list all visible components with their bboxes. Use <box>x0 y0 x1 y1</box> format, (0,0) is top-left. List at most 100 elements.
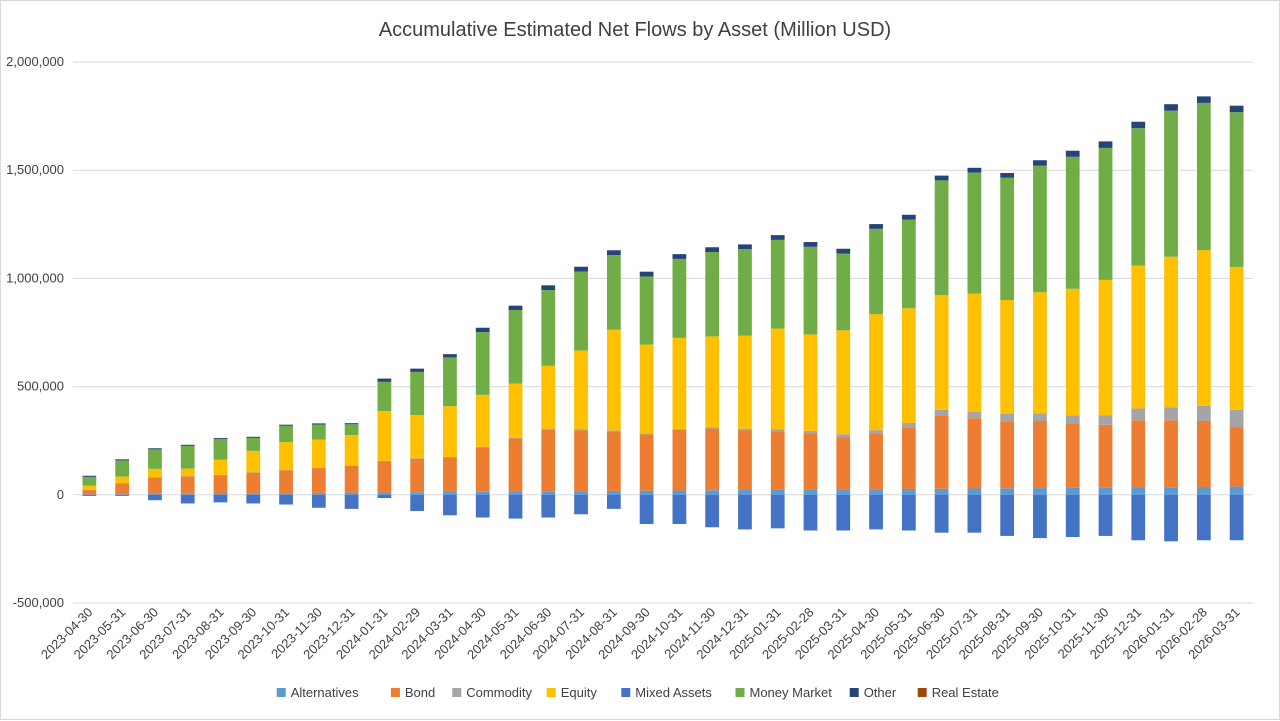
bar-segment-equity <box>639 344 654 434</box>
bar-segment-bond <box>213 475 228 494</box>
bar-segment-money-market <box>901 219 916 309</box>
y-tick-label: 2,000,000 <box>6 54 64 69</box>
legend-label: Bond <box>405 685 435 700</box>
bar-segment-money-market <box>311 424 326 440</box>
bar-segment-alternatives <box>279 493 293 495</box>
bar-segment-mixed-assets <box>541 494 556 518</box>
gridlines <box>73 61 1253 604</box>
bar-segment-other <box>180 444 195 446</box>
bar-segment-equity <box>869 314 883 431</box>
bar-segment-money-market <box>1033 165 1047 293</box>
bar-segment-other <box>377 378 392 382</box>
bar-segment-other <box>541 285 556 291</box>
bar-segment-commodity <box>1196 405 1211 422</box>
bar-segment-alternatives <box>672 490 687 495</box>
bar-segment-alternatives <box>1033 488 1047 495</box>
legend-swatch <box>621 688 631 697</box>
bar-segment-commodity <box>1033 413 1047 421</box>
legend-swatch <box>917 688 927 697</box>
bar-segment-money-market <box>1164 110 1178 257</box>
bar-segment-other <box>246 436 261 438</box>
bar-segment-equity <box>574 350 588 430</box>
bar-segment-equity <box>279 442 293 471</box>
bar-segment-money-market <box>82 476 97 486</box>
bar-segment-alternatives <box>213 493 228 495</box>
bar-segment-bond <box>246 472 261 494</box>
bar-segment-other <box>1098 141 1113 148</box>
bar-segment-bond <box>1229 427 1244 487</box>
bar-segment-commodity <box>1065 415 1080 425</box>
legend-swatch <box>735 688 745 697</box>
bar-segment-equity <box>672 337 687 429</box>
bar-segment-commodity <box>377 460 392 462</box>
bar-segment-mixed-assets <box>1131 494 1146 541</box>
bar-segment-bond <box>606 431 621 491</box>
bar-segment-alternatives <box>377 492 392 495</box>
bar-segment-alternatives <box>836 489 851 495</box>
y-tick-label: 0 <box>57 487 64 502</box>
bar-segment-money-market <box>246 437 261 451</box>
bar-segment-alternatives <box>1000 488 1015 495</box>
bar-segment-other <box>705 247 720 252</box>
bar-segment-other <box>213 438 228 440</box>
legend-label: Alternatives <box>291 685 359 700</box>
bar-segment-bond <box>803 433 818 490</box>
bar-segment-bond <box>869 433 883 490</box>
bar-segment-alternatives <box>410 492 425 495</box>
bar-segment-other <box>1196 96 1211 103</box>
bar-segment-bond <box>180 476 195 494</box>
bar-segment-other <box>574 266 588 272</box>
bar-segment-commodity <box>934 409 949 416</box>
bar-segment-commodity <box>639 433 654 435</box>
legend-swatch <box>546 688 556 697</box>
bar-segment-other <box>115 459 130 461</box>
bar-segment-alternatives <box>738 490 752 495</box>
bar-segment-alternatives <box>901 488 916 495</box>
bar-segment-equity <box>115 476 130 484</box>
bar-segment-bond <box>705 428 720 491</box>
bar-segment-commodity <box>82 489 97 491</box>
bar-segment-equity <box>705 336 720 428</box>
bar-segment-other <box>475 327 490 333</box>
bar-segment-other <box>606 250 621 256</box>
bar-segment-commodity <box>967 411 982 419</box>
bar-segment-other <box>770 235 785 240</box>
bar-segment-other <box>934 175 949 181</box>
bar-segment-commodity <box>475 446 490 448</box>
bar-segment-other <box>639 271 654 277</box>
bar-segment-money-market <box>803 246 818 335</box>
bar-segment-commodity <box>606 430 621 432</box>
bar-segment-equity <box>508 383 523 438</box>
bar-segment-other <box>1131 121 1146 129</box>
bar-segment-bond <box>934 415 949 489</box>
bar-segment-alternatives <box>1164 487 1178 495</box>
bar-segment-mixed-assets <box>1065 494 1080 537</box>
bar-segment-equity <box>1164 256 1178 408</box>
bar-segment-equity <box>443 406 457 457</box>
y-tick-label: 1,500,000 <box>6 162 64 177</box>
bar-segment-mixed-assets <box>639 494 654 525</box>
bar-segment-bond <box>1033 421 1047 489</box>
bar-segment-commodity <box>148 477 162 478</box>
bar-segment-alternatives <box>770 489 785 495</box>
bar-segment-alternatives <box>705 490 720 495</box>
bar-segment-bond <box>770 431 785 490</box>
legend-label: Real Estate <box>932 685 999 700</box>
bar-segment-money-market <box>344 424 359 436</box>
bar-segment-money-market <box>180 445 195 469</box>
bar-segment-other <box>803 242 818 247</box>
bar-segment-mixed-assets <box>1000 494 1015 536</box>
bar-segment-commodity <box>279 470 293 471</box>
bar-segment-commodity <box>344 465 359 466</box>
bar-segment-other <box>1033 160 1047 166</box>
bar-segment-commodity <box>246 472 261 474</box>
bar-segment-alternatives <box>1131 487 1146 495</box>
bar-segment-alternatives <box>803 489 818 495</box>
bar-segment-mixed-assets <box>279 494 293 505</box>
bar-segment-alternatives <box>311 492 326 495</box>
bar-segment-equity <box>311 439 326 468</box>
bar-segment-mixed-assets <box>148 494 162 501</box>
bar-segment-mixed-assets <box>115 494 130 496</box>
bar-segment-money-market <box>770 239 785 329</box>
legend-label: Mixed Assets <box>635 685 712 700</box>
